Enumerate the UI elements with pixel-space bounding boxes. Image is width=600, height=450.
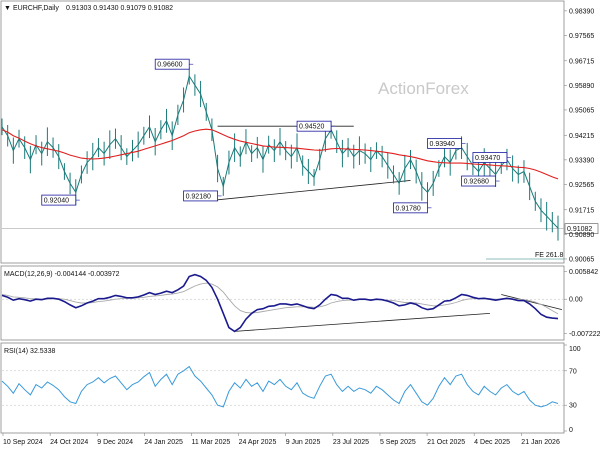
x-axis-label: 9 Dec 2024 [97, 439, 133, 446]
annotation-box [393, 202, 428, 214]
current-price-box [564, 223, 599, 234]
chart-ohlc-values: 0.91303 0.91430 0.91079 0.91082 [66, 5, 173, 12]
rsi-panel-title: RSI(14) 32.5338 [4, 348, 55, 355]
price-y-tick-label: 0.94215 [569, 133, 594, 140]
macd-panel-frame [0, 265, 565, 341]
symbol-menu-icon[interactable]: ▼ [4, 5, 11, 12]
annotation-box [461, 175, 496, 187]
annotation-box [41, 194, 77, 206]
price-y-tick-label: 0.90890 [569, 232, 594, 239]
price-y-tick-label: 0.90065 [569, 256, 594, 263]
x-axis-label: 11 Mar 2025 [191, 439, 230, 446]
rsi-panel-frame [0, 342, 565, 434]
annotation-label: 0.96600 [157, 62, 182, 69]
price-series-line [1, 74, 559, 229]
price-trendline-lower [217, 180, 411, 201]
price-panel-frame [0, 0, 565, 264]
x-axis-label: 10 Sep 2024 [3, 439, 43, 446]
x-axis-label: 24 Apr 2025 [239, 439, 277, 446]
macd-trendline-lower [234, 313, 490, 332]
rsi-y-tick-label: 70 [569, 368, 577, 375]
x-axis-label: 4 Dec 2025 [474, 439, 510, 446]
macd-y-tick-label: -0.007222 [569, 331, 600, 338]
annotation-label: 0.93940 [430, 141, 455, 148]
chart-symbol-title: EURCHF,Daily [13, 5, 59, 12]
annotation-label: 0.92040 [44, 198, 69, 205]
macd-main-line [1, 273, 559, 333]
price-y-tick-label: 0.98390 [569, 8, 594, 15]
x-axis-label: 5 Sep 2025 [380, 439, 416, 446]
x-axis-label: 9 Jun 2025 [286, 439, 321, 446]
rsi-line [1, 365, 559, 408]
price-y-tick-label: 0.97565 [569, 33, 594, 40]
price-y-tick-label: 0.95890 [569, 83, 594, 90]
annotation-box [296, 120, 332, 132]
macd-signal-line [1, 282, 559, 315]
rsi-y-tick-label: 0 [569, 427, 573, 434]
current-price-label: 0.91082 [567, 226, 592, 233]
rsi-y-tick-label: 100 [569, 346, 581, 353]
x-axis-label: 21 Jan 2026 [521, 439, 560, 446]
price-y-tick-label: 0.95065 [569, 107, 594, 114]
macd-panel-title: MACD(12,26,9) -0.004144 -0.003972 [4, 271, 120, 278]
price-y-tick-label: 0.93390 [569, 157, 594, 164]
annotation-box [154, 58, 190, 70]
macd-trendline-upper [501, 294, 563, 311]
annotation-label: 0.94520 [299, 124, 324, 131]
price-y-tick-label: 0.96715 [569, 58, 594, 65]
fe-level-label: FE 261.8 [535, 252, 564, 259]
price-y-tick-label: 0.91715 [569, 207, 594, 214]
moving-average-line [1, 128, 559, 180]
x-axis-label: 24 Jan 2025 [144, 439, 183, 446]
watermark-logo: ActionForex [378, 79, 469, 98]
annotation-box [427, 138, 462, 149]
annotation-box [183, 190, 218, 202]
annotation-label: 0.93470 [475, 155, 500, 162]
annotation-label: 0.92180 [186, 193, 211, 200]
macd-y-tick-label: 0.005842 [569, 269, 598, 276]
macd-y-tick-label: 0.00 [569, 297, 583, 304]
x-axis-label: 24 Oct 2024 [50, 439, 88, 446]
annotation-label: 0.92680 [464, 179, 489, 186]
x-axis-label: 21 Oct 2025 [427, 439, 465, 446]
annotation-box [472, 152, 508, 163]
x-axis-label: 23 Jul 2025 [333, 439, 369, 446]
rsi-y-tick-label: 30 [569, 403, 577, 410]
price-y-tick-label: 0.92565 [569, 182, 594, 189]
annotation-label: 0.91780 [396, 205, 421, 212]
